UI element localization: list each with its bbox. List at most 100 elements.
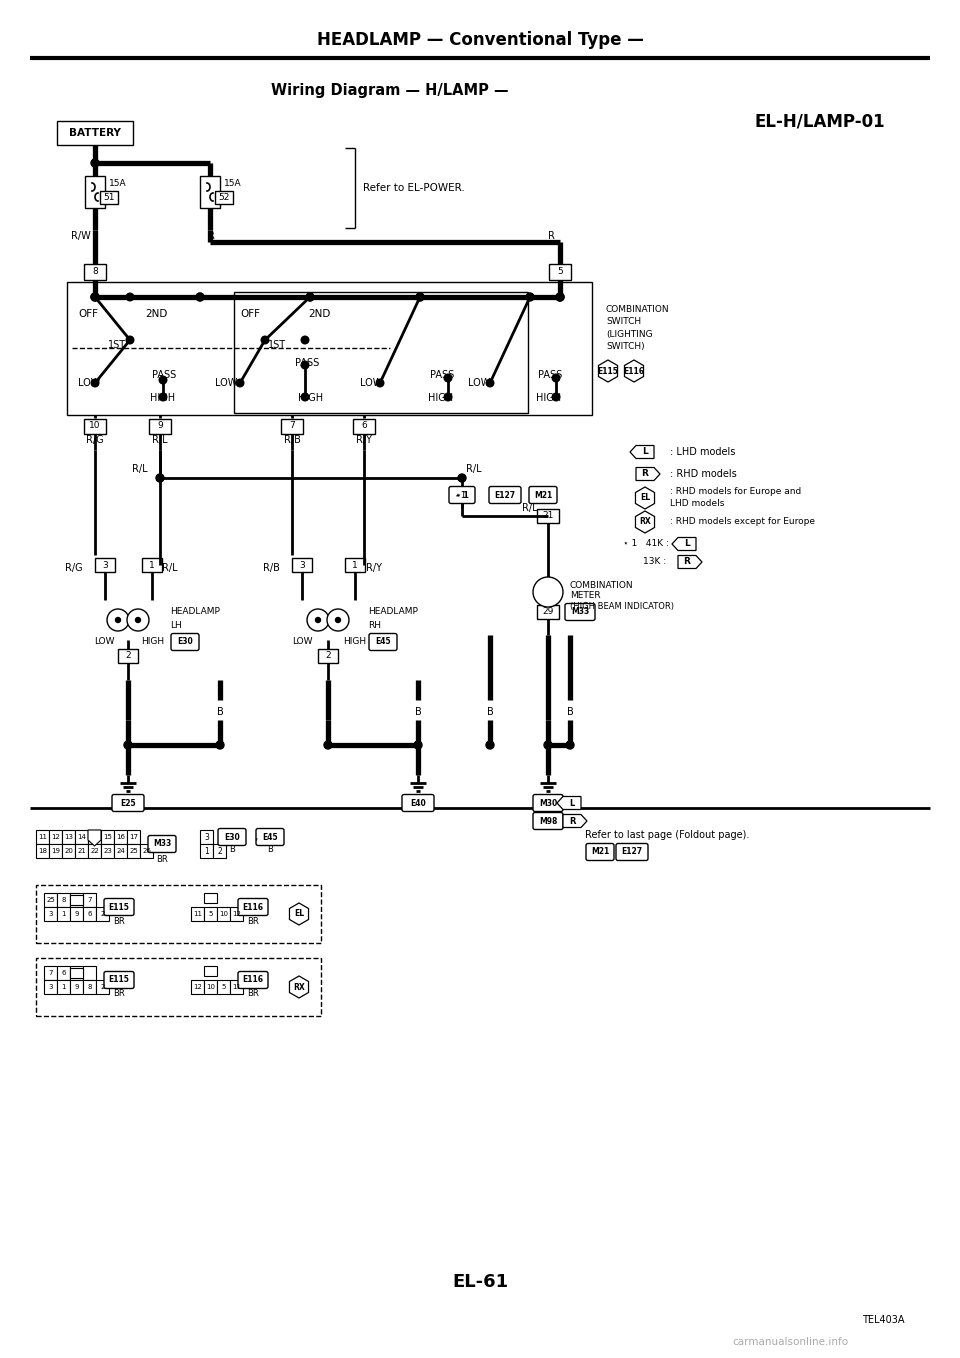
Circle shape [324,741,332,750]
Polygon shape [557,797,581,809]
Text: METER: METER [570,592,601,600]
Text: 5: 5 [208,911,213,917]
Text: 1: 1 [204,846,209,856]
Bar [70,966,83,980]
FancyBboxPatch shape [238,899,268,915]
Circle shape [156,474,164,482]
Bar [101,830,114,845]
Text: 1: 1 [61,911,65,917]
Text: SWITCH): SWITCH) [606,341,644,350]
Circle shape [444,394,452,401]
Circle shape [444,375,452,382]
Circle shape [556,293,564,301]
Bar [191,907,204,921]
Bar [549,263,571,280]
Text: OFF: OFF [240,310,260,319]
Bar [36,885,321,942]
Text: 19: 19 [51,847,60,854]
FancyBboxPatch shape [402,794,434,812]
Circle shape [335,618,341,622]
Text: OFF: OFF [78,310,98,319]
Bar [200,177,220,208]
Circle shape [414,741,422,750]
Text: LOW: LOW [360,378,382,388]
Bar [281,418,303,433]
Bar [83,966,96,980]
Text: R/L: R/L [466,464,482,474]
Text: : LHD models: : LHD models [670,447,735,458]
Text: R: R [684,558,690,566]
Text: PASS: PASS [295,359,320,368]
Bar [88,830,101,845]
Circle shape [416,293,424,301]
Text: 2: 2 [100,911,105,917]
Bar [44,894,57,907]
Text: HIGH: HIGH [150,392,175,403]
FancyBboxPatch shape [104,899,134,915]
Circle shape [91,293,99,301]
Text: (LIGHTING: (LIGHTING [606,330,653,338]
Bar [84,263,106,280]
Bar [142,558,162,572]
Bar [204,980,217,994]
Text: E25: E25 [120,799,135,808]
Text: R/Y: R/Y [366,564,382,573]
FancyBboxPatch shape [148,835,176,853]
FancyBboxPatch shape [616,843,648,861]
Bar [537,509,559,523]
Text: B: B [487,708,493,717]
FancyBboxPatch shape [533,794,563,812]
Text: 26: 26 [142,847,151,854]
Circle shape [526,293,534,301]
Text: R/L: R/L [153,435,168,445]
Bar [36,845,49,858]
Bar [62,845,75,858]
Text: BR: BR [113,990,125,998]
Text: 17: 17 [129,834,138,841]
Text: R/B: R/B [283,435,300,445]
Text: B: B [415,708,421,717]
Bar [62,830,75,845]
Bar [230,980,243,994]
Text: PASS: PASS [430,369,454,380]
Text: 1: 1 [352,561,358,569]
Circle shape [552,375,560,382]
Text: E127: E127 [494,490,516,500]
FancyBboxPatch shape [565,603,595,621]
Text: LOW: LOW [94,637,114,646]
FancyBboxPatch shape [104,971,134,989]
Bar [83,980,96,994]
Text: 1ST: 1ST [108,340,126,350]
Text: 7: 7 [289,421,295,430]
Text: B: B [229,846,235,854]
Text: 20: 20 [64,847,73,854]
Circle shape [486,379,493,387]
Circle shape [306,293,314,301]
Circle shape [556,293,564,301]
Text: 8: 8 [92,268,98,277]
Text: 10: 10 [219,911,228,917]
FancyBboxPatch shape [218,828,246,846]
Text: COMBINATION: COMBINATION [570,580,634,589]
Text: 2ND: 2ND [308,310,330,319]
Text: 9: 9 [157,421,163,430]
Text: 3: 3 [48,985,53,990]
Bar [57,121,133,145]
Polygon shape [636,511,655,532]
Bar [114,845,127,858]
Text: E40: E40 [410,799,426,808]
Text: LHD models: LHD models [670,500,725,508]
Bar [36,957,321,1016]
Text: M21: M21 [590,847,610,857]
Circle shape [566,741,574,750]
Bar [215,190,233,204]
Text: 3: 3 [102,561,108,569]
Bar [85,177,105,208]
Text: R: R [548,231,555,240]
Text: HEADLAMP: HEADLAMP [368,607,418,617]
Text: R/Y: R/Y [356,435,372,445]
Text: SWITCH: SWITCH [606,318,641,326]
Text: LOW: LOW [78,378,101,388]
Text: RX: RX [639,517,651,527]
Bar [96,980,109,994]
